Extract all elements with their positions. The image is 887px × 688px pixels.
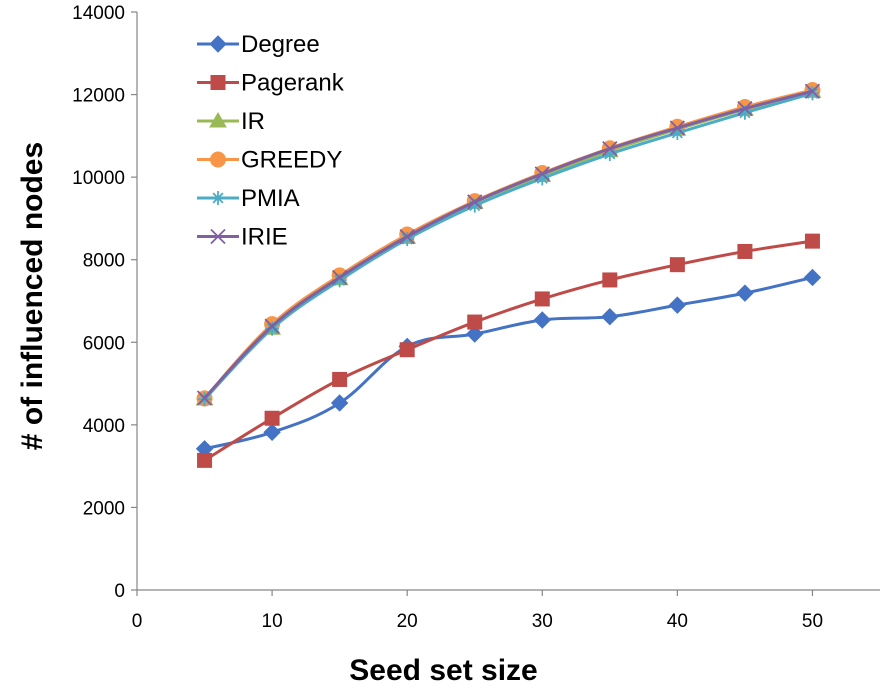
legend-item-greedy: GREEDY xyxy=(197,147,342,174)
x-tick-label: 50 xyxy=(802,611,823,632)
legend-item-degree: Degree xyxy=(197,31,320,58)
series-line-pagerank xyxy=(203,239,813,462)
y-tick-label: 6000 xyxy=(83,333,125,354)
legend-marker-greedy xyxy=(210,151,226,168)
data-point-degree xyxy=(668,296,687,314)
y-tick-label: 12000 xyxy=(72,86,125,107)
data-point-irie xyxy=(399,228,415,245)
data-point-degree xyxy=(736,284,754,302)
legend-label-pagerank: Pagerank xyxy=(241,70,345,97)
data-point-irie xyxy=(331,269,348,286)
series-line-pmia xyxy=(203,91,813,401)
series-ir xyxy=(195,82,822,406)
data-point-degree xyxy=(330,394,349,412)
series-degree xyxy=(195,268,822,458)
y-tick-label: 0 xyxy=(114,581,125,602)
y-axis-title: # of influenced nodes xyxy=(16,142,49,450)
x-tick-label: 40 xyxy=(667,611,688,632)
data-point-degree xyxy=(263,423,281,441)
series-pagerank xyxy=(197,233,820,468)
legend-item-pagerank: Pagerank xyxy=(197,70,345,97)
data-point-pagerank xyxy=(197,452,213,468)
x-tick-label: 30 xyxy=(532,611,553,632)
legend-marker-irie xyxy=(210,228,226,245)
data-point-irie xyxy=(264,318,280,334)
data-point-degree xyxy=(601,307,619,326)
data-point-pagerank xyxy=(264,410,280,426)
series-pmia xyxy=(197,86,820,407)
data-point-degree xyxy=(533,311,551,329)
data-point-irie xyxy=(804,83,821,99)
y-tick-label: 14000 xyxy=(72,3,125,24)
data-point-irie xyxy=(196,390,213,406)
data-point-pagerank xyxy=(669,257,685,273)
legend: Degree Pagerank IR GREEDY PMIA IRIE xyxy=(197,31,345,251)
data-point-pagerank xyxy=(534,291,550,307)
series-irie xyxy=(196,83,821,406)
data-point-pagerank xyxy=(804,233,820,249)
series-line-ir xyxy=(203,89,813,400)
legend-item-irie: IRIE xyxy=(197,224,288,251)
data-point-irie xyxy=(602,141,618,157)
data-point-pagerank xyxy=(602,272,618,288)
y-tick-label: 8000 xyxy=(83,251,125,272)
legend-marker-degree xyxy=(209,35,227,53)
legend-label-degree: Degree xyxy=(241,31,320,58)
data-point-pmia xyxy=(265,321,280,336)
x-tick-label: 10 xyxy=(262,611,283,632)
data-point-degree xyxy=(466,325,484,343)
data-point-pagerank xyxy=(399,342,415,358)
series-lines xyxy=(195,82,822,468)
data-point-irie xyxy=(534,166,550,182)
y-tick-label: 4000 xyxy=(83,416,125,437)
data-point-irie xyxy=(467,194,483,210)
y-tick-label: 2000 xyxy=(83,498,125,519)
legend-item-ir: IR xyxy=(197,108,265,135)
axes: 0 2000 4000 6000 8000 10000 12000 14000 0 10 20 30 4… xyxy=(72,3,880,632)
y-tick-label: 10000 xyxy=(72,168,125,189)
x-tick-label: 0 xyxy=(132,611,143,632)
data-point-pagerank xyxy=(332,371,348,387)
legend-label-greedy: GREEDY xyxy=(241,147,342,174)
series-line-greedy xyxy=(203,88,813,400)
legend-marker-pmia xyxy=(211,191,225,205)
data-point-irie xyxy=(737,100,753,117)
x-axis-title: Seed set size xyxy=(349,654,537,687)
data-point-pagerank xyxy=(467,314,483,330)
legend-label-pmia: PMIA xyxy=(241,185,300,212)
legend-label-irie: IRIE xyxy=(241,224,288,251)
series-line-degree xyxy=(204,276,813,451)
x-tick-label: 20 xyxy=(397,611,418,632)
legend-item-pmia: PMIA xyxy=(197,185,300,212)
legend-label-ir: IR xyxy=(241,108,265,135)
legend-marker-ir xyxy=(209,111,227,128)
legend-marker-pagerank xyxy=(210,75,226,90)
data-point-degree xyxy=(803,268,822,287)
series-line-irie xyxy=(203,89,813,400)
data-point-pagerank xyxy=(737,243,753,259)
data-point-irie xyxy=(669,120,686,136)
series-greedy xyxy=(196,82,821,407)
